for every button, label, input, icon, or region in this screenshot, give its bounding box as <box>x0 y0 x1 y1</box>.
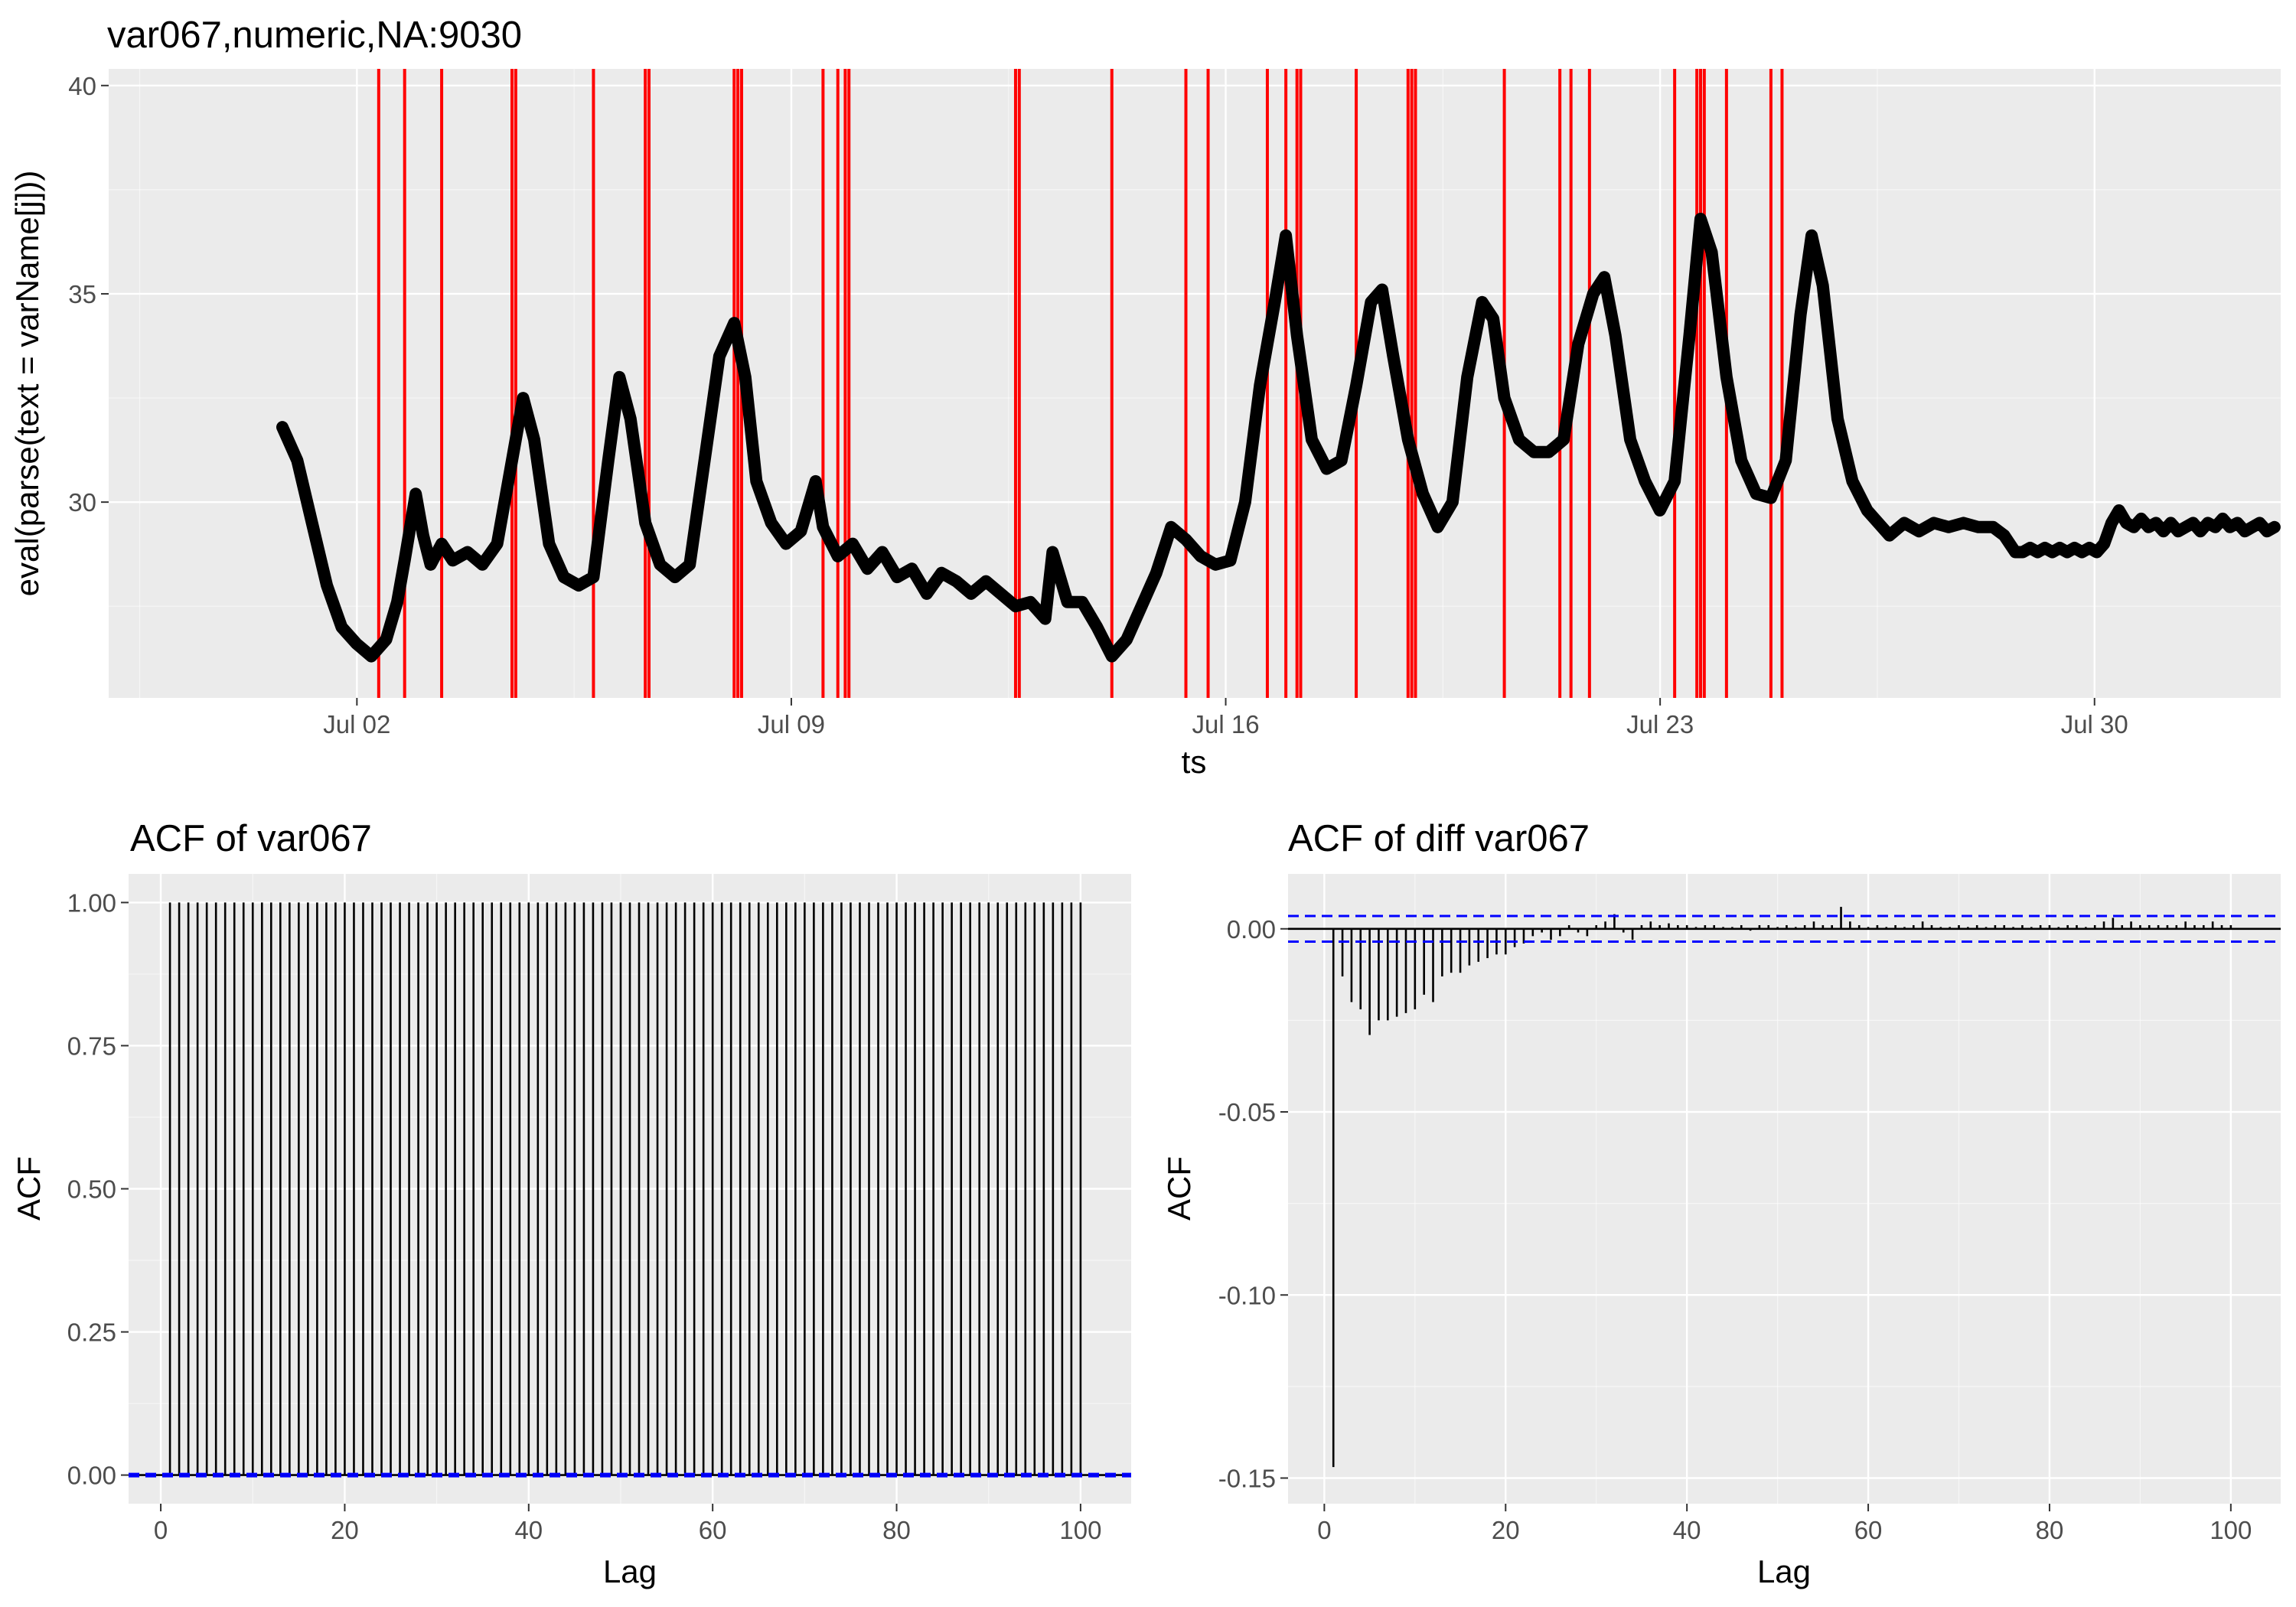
x-tick-label: Jul 16 <box>1192 710 1260 738</box>
timeseries-ylabel: eval(parse(text = varName[j])) <box>9 171 45 597</box>
y-tick-label: -0.10 <box>1218 1281 1276 1309</box>
y-tick-label: 0.50 <box>67 1175 116 1204</box>
acf-diff-ticks: -0.15 -0.10 -0.05 0.00 0 20 40 60 80 100 <box>1218 915 2252 1544</box>
y-tick-label: 0.00 <box>67 1462 116 1490</box>
acf-bars <box>129 902 1131 1478</box>
acf-diff-xlabel: Lag <box>1757 1553 1811 1589</box>
timeseries-plot-area <box>109 69 2281 698</box>
y-tick-label: 30 <box>68 488 96 517</box>
x-tick-label: 40 <box>1673 1516 1701 1544</box>
acf-diff-panel: ACF of diff var067 -0.15 -0.10 -0.05 0.00 0 2… <box>1161 818 2281 1589</box>
acf-diff-plot-area <box>1288 874 2281 1504</box>
acf-panel: ACF of var067 0.00 0.25 0.50 0.75 1.00 0 20 40 6… <box>11 818 1131 1589</box>
y-tick-label: 40 <box>68 72 96 100</box>
x-tick-label: 100 <box>1059 1516 1101 1544</box>
y-tick-label: 35 <box>68 280 96 308</box>
y-tick-label: 1.00 <box>67 888 116 917</box>
series-line <box>276 213 2281 663</box>
y-tick-label: 0.00 <box>1227 915 1276 944</box>
y-tick-label: 0.75 <box>67 1032 116 1060</box>
x-tick-label: Jul 02 <box>323 710 390 738</box>
acf-ticks: 0.00 0.25 0.50 0.75 1.00 0 20 40 60 80 100 <box>67 888 1102 1544</box>
x-tick-label: 60 <box>699 1516 727 1544</box>
timeseries-red-vlines <box>377 69 1784 698</box>
x-tick-label: 0 <box>154 1516 168 1544</box>
timeseries-series <box>276 213 2281 663</box>
x-tick-label: 80 <box>882 1516 911 1544</box>
x-tick-label: 20 <box>331 1516 359 1544</box>
acf-xlabel: Lag <box>603 1553 657 1589</box>
y-tick-label: -0.15 <box>1218 1465 1276 1493</box>
timeseries-gridlines <box>109 69 2281 698</box>
acf-ylabel: ACF <box>11 1156 47 1221</box>
acf-diff-ylabel: ACF <box>1161 1156 1197 1221</box>
x-tick-label: Jul 23 <box>1626 710 1694 738</box>
x-tick-label: 80 <box>2036 1516 2064 1544</box>
timeseries-title: var067,numeric,NA:9030 <box>107 15 522 56</box>
x-tick-label: Jul 09 <box>758 710 825 738</box>
acf-diff-bars <box>1288 907 2281 1468</box>
x-tick-label: 100 <box>2210 1516 2252 1544</box>
x-tick-label: Jul 30 <box>2061 710 2128 738</box>
x-tick-label: 40 <box>514 1516 543 1544</box>
timeseries-xlabel: ts <box>1182 744 1207 780</box>
timeseries-panel: var067,numeric,NA:9030 30 35 40 Jul 02 Jul 0… <box>9 15 2281 780</box>
x-tick-label: 20 <box>1492 1516 1520 1544</box>
acf-title: ACF of var067 <box>130 818 372 859</box>
y-tick-label: -0.05 <box>1218 1098 1276 1126</box>
y-tick-label: 0.25 <box>67 1319 116 1347</box>
timeseries-ticks: 30 35 40 Jul 02 Jul 09 Jul 16 Jul 23 Jul 30 <box>68 72 2128 738</box>
x-tick-label: 0 <box>1317 1516 1331 1544</box>
x-tick-label: 60 <box>1854 1516 1883 1544</box>
acf-diff-title: ACF of diff var067 <box>1288 818 1590 859</box>
